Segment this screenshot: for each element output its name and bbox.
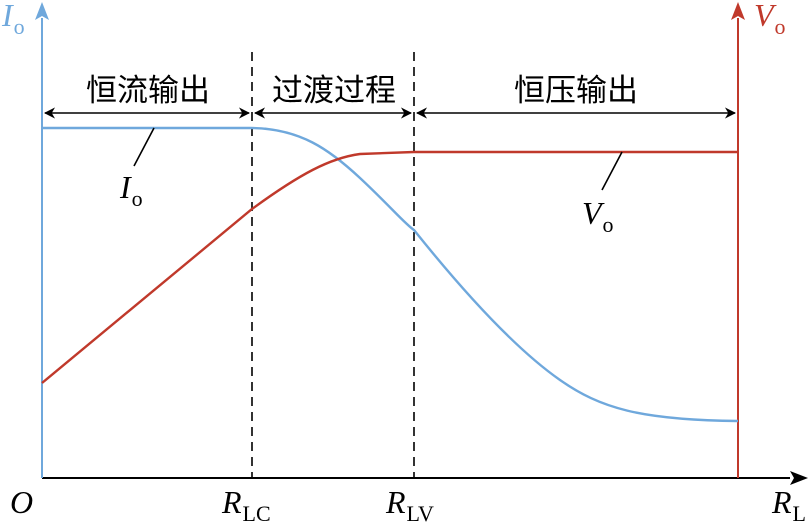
region-label-constant-current: 恒流输出 (86, 73, 210, 109)
boundary-rlv-label: RLV (385, 484, 434, 526)
y-left-axis-arrow-icon (35, 2, 49, 20)
region-label-constant-voltage: 恒压输出 (514, 73, 638, 109)
voltage-curve (41, 150, 738, 384)
boundary-rlc-label: RLC (221, 484, 271, 526)
current-curve-label: Io (119, 169, 143, 211)
region-label-transition: 过渡过程 (272, 73, 396, 109)
voltage-curve-label: Vo (582, 195, 614, 237)
current-pointer-line (133, 127, 155, 167)
y-right-axis-arrow-icon (731, 2, 745, 20)
axes (35, 2, 808, 485)
origin-label: O (10, 484, 33, 520)
region-labels: 恒流输出 过渡过程 恒压输出 (86, 73, 638, 109)
y-right-axis-label: Vo (754, 0, 786, 39)
x-axis-label: RL (771, 484, 806, 526)
voltage-pointer-line (601, 151, 623, 191)
current-curve (42, 126, 739, 423)
x-axis-arrow-icon (790, 471, 808, 485)
boundary-lines (251, 52, 415, 478)
y-left-axis-label: Io (1, 0, 25, 39)
